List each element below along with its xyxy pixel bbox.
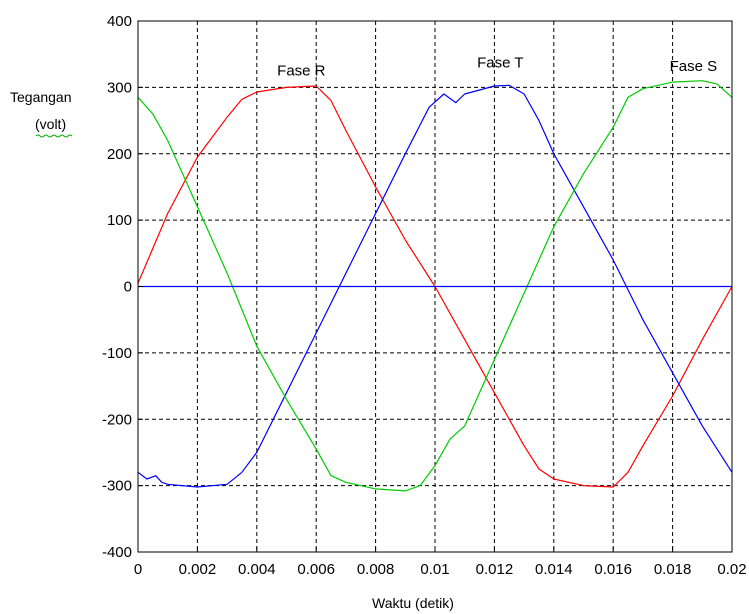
y-axis-label-line-1: Tegangan [10, 89, 72, 105]
annotations: Fase R Fase T Fase S [277, 54, 717, 79]
phase-annotation: Fase R [277, 62, 326, 79]
x-tick-label: 0.02 [717, 561, 746, 578]
ticks: 0 0.002 0.004 0.006 0.008 0.01 0.012 0.014 0.016… [102, 13, 747, 578]
y-tick-label: 300 [107, 79, 132, 96]
y-axis-label-underline [35, 134, 73, 138]
y-tick-label: 400 [107, 13, 132, 30]
y-tick-label: 100 [107, 212, 132, 229]
x-tick-label: 0.006 [297, 561, 335, 578]
x-tick-label: 0.004 [238, 561, 276, 578]
x-tick-label: 0.016 [594, 561, 632, 578]
x-tick-label: 0.002 [179, 561, 217, 578]
y-tick-label: -100 [102, 345, 132, 362]
series-line-3 [137, 80, 733, 492]
phase-annotation: Fase S [670, 58, 718, 75]
x-tick-label: 0.008 [357, 561, 395, 578]
x-tick-label: 0 [134, 561, 142, 578]
x-tick-label: 0.01 [420, 561, 449, 578]
series-line-2 [137, 84, 733, 488]
y-tick-label: -300 [102, 478, 132, 495]
y-tick-label: -200 [102, 411, 132, 428]
y-tick-label: 0 [124, 279, 132, 296]
series-group [137, 80, 733, 492]
phase-annotation: Fase T [477, 54, 523, 71]
x-tick-label: 0.014 [535, 561, 573, 578]
x-axis-label: Waktu (detik) [372, 595, 454, 611]
x-tick-label: 0.012 [476, 561, 514, 578]
y-tick-label: -400 [102, 544, 132, 561]
y-tick-label: 200 [107, 146, 132, 163]
y-axis-label-line-2: (volt) [35, 116, 66, 132]
x-tick-label: 0.018 [654, 561, 692, 578]
